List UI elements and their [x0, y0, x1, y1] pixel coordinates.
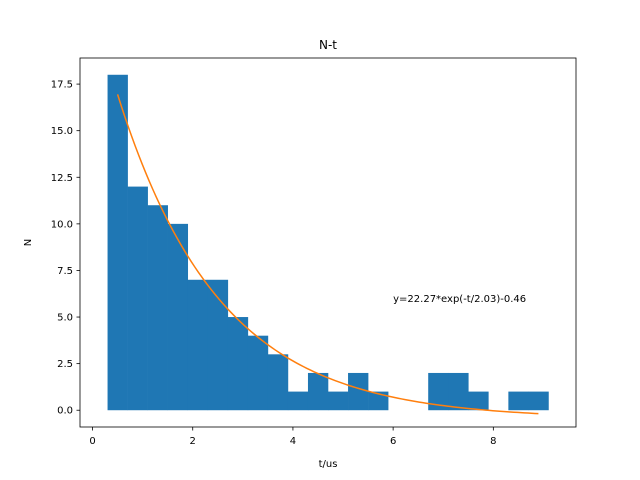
histogram-bar	[127, 186, 148, 411]
y-axis-ticks: 0.0 2.5 5.0 7.5 10.0 12.5 15.0 17.5	[51, 80, 80, 417]
histogram-bar	[448, 372, 469, 411]
fit-curve	[116, 94, 539, 415]
x-axis-ticks: 0 2 4 6 8	[89, 427, 497, 447]
histogram-bar	[468, 391, 489, 411]
histogram-bar	[187, 279, 209, 411]
plot-frame	[79, 57, 577, 428]
fit-equation-annotation: y=22.27*exp(-t/2.03)-0.46	[393, 294, 526, 305]
x-tick-label: 2	[190, 436, 196, 447]
y-tick-label: 5.0	[57, 313, 73, 324]
y-tick-label: 10.0	[51, 219, 73, 230]
y-tick-label: 12.5	[51, 173, 73, 184]
x-tick-label: 8	[490, 436, 496, 447]
x-tick-label: 4	[290, 436, 296, 447]
x-tick-label: 6	[390, 436, 396, 447]
y-tick-label: 0.0	[57, 406, 73, 417]
y-tick-label: 2.5	[57, 359, 73, 370]
histogram-bar	[267, 354, 289, 411]
chart-title: N-t	[319, 38, 337, 52]
histogram-bar	[167, 223, 189, 411]
histogram-bar	[227, 317, 249, 411]
histogram-bar	[348, 372, 369, 411]
x-axis-label: t/us	[319, 459, 338, 470]
histogram-bar	[508, 391, 529, 411]
histogram-bar	[287, 391, 309, 411]
histogram-bar	[368, 391, 389, 411]
histogram-bar	[428, 372, 449, 411]
y-axis-label: N	[23, 239, 34, 246]
histogram-bar	[307, 372, 329, 411]
y-tick-label: 7.5	[57, 266, 73, 277]
histogram-bar	[107, 74, 128, 411]
histogram-bar	[328, 391, 349, 411]
histogram-bar	[528, 391, 549, 411]
y-tick-label: 15.0	[51, 126, 73, 137]
y-tick-label: 17.5	[51, 80, 73, 91]
histogram-bar	[247, 335, 269, 411]
x-tick-label: 0	[89, 436, 95, 447]
histogram-bar	[207, 279, 229, 411]
histogram-bar	[147, 205, 168, 411]
histogram-bars	[107, 74, 549, 411]
